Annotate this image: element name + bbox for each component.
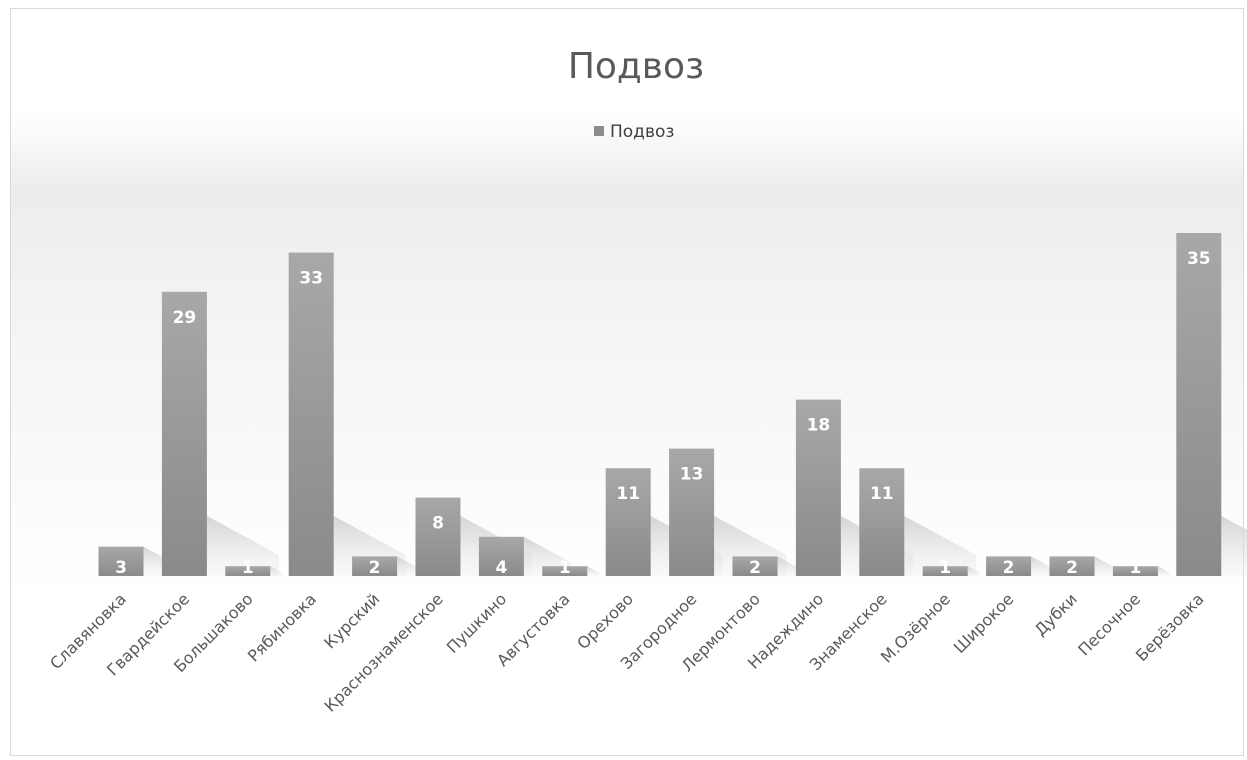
data-label: 11 xyxy=(616,484,640,504)
bar xyxy=(922,566,968,576)
bar xyxy=(161,291,207,576)
chart-title: Подвоз xyxy=(568,46,704,87)
data-label: 4 xyxy=(495,558,507,578)
bar xyxy=(1176,233,1222,576)
bars xyxy=(98,233,1222,576)
bar-shadow xyxy=(587,566,600,576)
x-tick-label: Дубки xyxy=(1031,589,1081,639)
data-label: 1 xyxy=(242,558,254,578)
bar xyxy=(478,536,524,576)
x-tick-label: Орехово xyxy=(573,589,637,653)
x-tick-label: Краснознаменское xyxy=(321,589,447,715)
data-label: 35 xyxy=(1187,249,1211,269)
x-tick-label: Широкое xyxy=(950,589,1018,657)
bar xyxy=(986,556,1032,576)
bar xyxy=(225,566,271,576)
data-label: 2 xyxy=(749,558,761,578)
legend-swatch xyxy=(594,126,604,136)
x-tick-label: Пушкино xyxy=(443,589,510,656)
data-label: 29 xyxy=(173,308,197,328)
data-label: 1 xyxy=(1129,558,1141,578)
bar xyxy=(732,556,778,576)
bar xyxy=(415,497,461,576)
data-label: 2 xyxy=(1003,558,1015,578)
bar-shadow xyxy=(1157,566,1170,576)
data-label: 8 xyxy=(432,514,444,534)
bar xyxy=(795,399,841,576)
chart-area xyxy=(10,8,1244,756)
data-label: 1 xyxy=(939,558,951,578)
bar-shadow xyxy=(270,566,283,576)
legend-label: Подвоз xyxy=(610,122,674,142)
bar-shadow xyxy=(206,516,279,576)
legend: Подвоз xyxy=(594,122,674,142)
data-label: 13 xyxy=(680,465,704,485)
bar-shadow xyxy=(1221,516,1247,576)
bar xyxy=(1049,556,1095,576)
bar xyxy=(1112,566,1158,576)
bar-shadow xyxy=(1094,556,1119,576)
bar xyxy=(669,448,715,576)
bar-shadow xyxy=(1031,556,1055,576)
bar-shadow xyxy=(904,516,977,576)
bar xyxy=(542,566,588,576)
data-label: 1 xyxy=(559,558,571,578)
bar xyxy=(288,252,334,576)
bar xyxy=(98,546,144,576)
bar-shadow xyxy=(777,556,802,576)
bar-shadow xyxy=(397,556,421,576)
data-label: 33 xyxy=(299,269,323,289)
data-label: 2 xyxy=(1066,558,1078,578)
data-label: 3 xyxy=(115,558,127,578)
bar xyxy=(859,468,905,576)
data-label: 18 xyxy=(807,416,831,436)
bar xyxy=(352,556,398,576)
x-axis-tick-labels: СлавяновкаГвардейскоеБольшаковоРябиновка… xyxy=(46,589,1208,715)
x-tick-label: Берёзовка xyxy=(1132,589,1208,665)
x-tick-label: Курский xyxy=(320,589,383,652)
bar-shadow xyxy=(967,566,980,576)
data-label: 2 xyxy=(369,558,381,578)
data-label: 11 xyxy=(870,484,894,504)
bar xyxy=(605,468,651,576)
x-tick-label: Рябиновка xyxy=(244,589,320,665)
